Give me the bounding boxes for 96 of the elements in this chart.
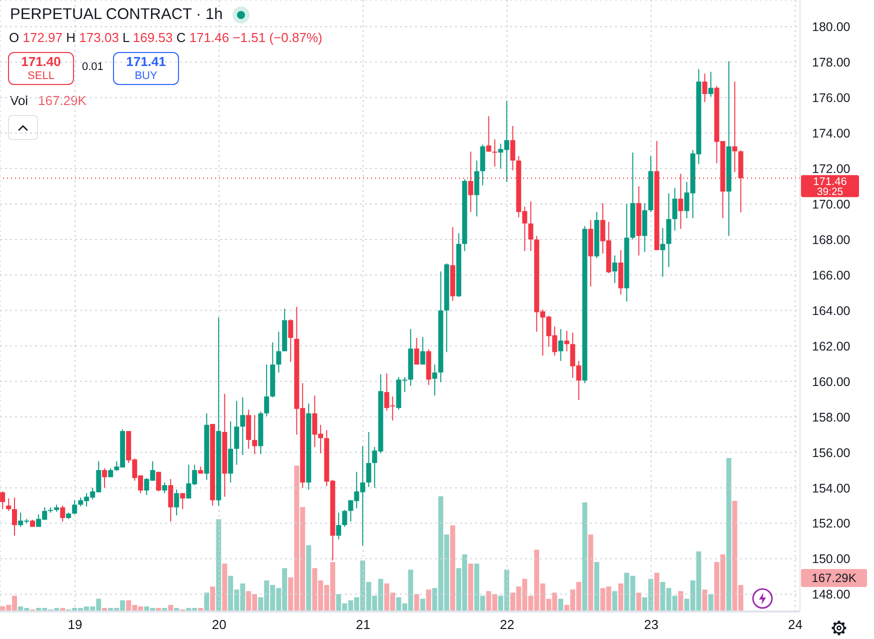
candlestick [162, 482, 168, 494]
bar [426, 590, 432, 611]
candlestick [252, 414, 258, 455]
sell-button: 171.40 SELL [8, 52, 74, 85]
y-tick-label: 148.00 [812, 588, 850, 602]
candlestick [660, 227, 666, 278]
candlestick [156, 471, 162, 492]
bar [582, 502, 588, 611]
annotation: BUY [134, 68, 158, 82]
candlestick [288, 318, 294, 362]
y-tick-label: 152.00 [812, 516, 850, 531]
bar [702, 590, 708, 611]
y-tick-label: 166.00 [812, 268, 850, 282]
bar [618, 583, 624, 611]
candlestick [12, 497, 18, 536]
x-tick-label: 22 [500, 617, 514, 632]
y-tick-label: 150.00 [812, 552, 850, 566]
bar [612, 591, 618, 611]
annotation: Vol [10, 93, 28, 108]
candlestick [174, 489, 180, 516]
candlestick [564, 330, 570, 352]
candlestick [486, 116, 492, 152]
bar [654, 572, 660, 611]
candlestick [414, 337, 420, 366]
candlestick [0, 490, 6, 510]
candlestick [510, 125, 516, 171]
candlestick [708, 71, 714, 98]
candlestick [168, 478, 174, 522]
y-tick-label: 174.00 [812, 126, 850, 140]
bar [216, 519, 222, 611]
ref-line-label: 171.46 [813, 176, 847, 188]
candlestick [6, 498, 12, 512]
bar [210, 586, 216, 611]
y-tick-label: 154.00 [812, 481, 850, 496]
candlestick [264, 364, 270, 416]
y-tick-label: 176.00 [812, 91, 850, 106]
bar [168, 604, 174, 611]
candlestick [60, 505, 66, 522]
bar [450, 525, 456, 611]
bar [420, 598, 426, 611]
y-tick-label: 178.00 [812, 56, 850, 70]
bar [222, 564, 228, 611]
annotation: 171.41 [126, 54, 166, 68]
candlestick [672, 188, 678, 232]
candlestick [432, 364, 438, 396]
x-tick-label: 23 [644, 617, 658, 632]
candlestick [240, 396, 246, 456]
candlestick [474, 160, 480, 217]
candlestick [102, 468, 108, 488]
text: 39:25 [816, 186, 844, 198]
bar [726, 458, 732, 611]
chart-title: PERPETUAL CONTRACT · 1h [10, 6, 223, 24]
bar [468, 564, 474, 611]
y-tick-label: 164.00 [812, 304, 850, 318]
y-tick-label: 162.00 [812, 339, 850, 354]
candlestick [492, 138, 498, 168]
annotation: 171.40 [21, 54, 61, 68]
candlestick [558, 328, 564, 362]
y-tick-label: 180.00 [812, 20, 850, 34]
candlestick [342, 510, 348, 528]
annotation: 167.29K [38, 93, 86, 108]
candlestick [336, 512, 342, 540]
candlestick [420, 336, 426, 366]
bar [204, 592, 210, 611]
candlestick [180, 492, 186, 510]
candlestick [72, 500, 78, 515]
candlestick [234, 400, 240, 466]
annotation: SELL [28, 68, 54, 82]
candlestick [732, 81, 738, 173]
x-tick-label: 24 [788, 617, 802, 632]
bar [306, 545, 312, 611]
bar [636, 592, 642, 611]
bar [588, 534, 594, 611]
candlestick [528, 200, 534, 252]
candlestick [276, 331, 282, 374]
text: 167.29K [812, 571, 856, 585]
x-tick-label: 21 [356, 617, 370, 632]
buy-button: 171.41 BUY [113, 52, 179, 85]
text: O 172.97 H 173.03 L 169.53 C 171.46 −1.51 (−0.87%) [9, 30, 322, 45]
bar [708, 594, 714, 611]
y-tick-label: 160.00 [812, 374, 850, 389]
annotation: 0.01 [82, 61, 104, 73]
bar [678, 591, 684, 611]
y-tick-label: 158.00 [812, 410, 850, 424]
bar [558, 598, 564, 611]
y-tick-label: 170.00 [812, 197, 850, 212]
x-tick-label: 20 [212, 617, 226, 632]
bar [414, 594, 420, 611]
bar [594, 562, 600, 611]
x-tick-label: 19 [68, 617, 82, 632]
y-tick-label: 172.00 [812, 162, 850, 176]
candlestick [702, 73, 708, 102]
candlestick [612, 254, 618, 284]
y-tick-label: 168.00 [812, 232, 850, 247]
candlestick [366, 431, 372, 488]
y-tick-label: 156.00 [812, 446, 850, 460]
